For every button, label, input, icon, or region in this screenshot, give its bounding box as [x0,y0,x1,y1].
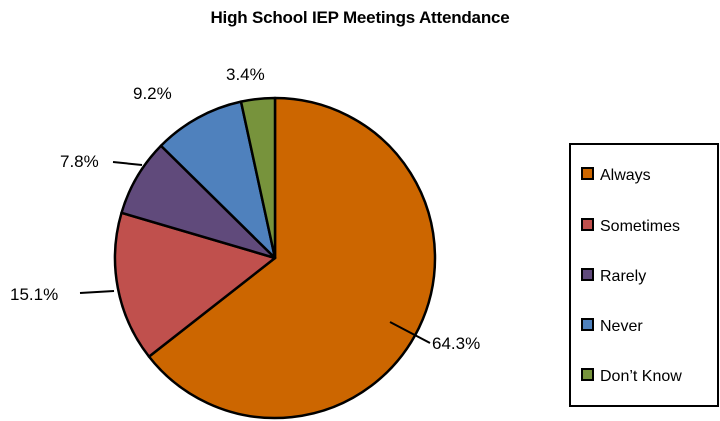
legend-box [569,143,719,407]
pie-slice-don-t-know [239,96,277,260]
legend-label: Sometimes [600,218,680,235]
legend-swatch [581,368,594,381]
chart-title: High School IEP Meetings Attendance [210,8,510,27]
legend-label: Always [600,167,651,184]
data-label: 64.3% [432,334,480,353]
legend-swatch [581,218,594,231]
legend-swatch [581,167,594,180]
legend: Always Sometimes Rarely Never Don’t Know [569,143,719,407]
data-label: 7.8% [60,152,99,171]
legend-swatch [581,268,594,281]
pie-slice-always [147,96,437,420]
legend-label: Never [600,318,643,335]
data-label: 9.2% [133,84,172,103]
data-label: 15.1% [10,285,58,304]
leader-line [79,290,115,294]
data-label: 3.4% [226,65,265,84]
legend-swatch [581,318,594,331]
pie-slice-sometimes [113,211,277,358]
leader-line [112,161,143,166]
pie-slice-never [159,100,277,260]
legend-label: Rarely [600,268,646,285]
legend-label: Don’t Know [600,368,682,385]
leader-line [389,321,431,344]
